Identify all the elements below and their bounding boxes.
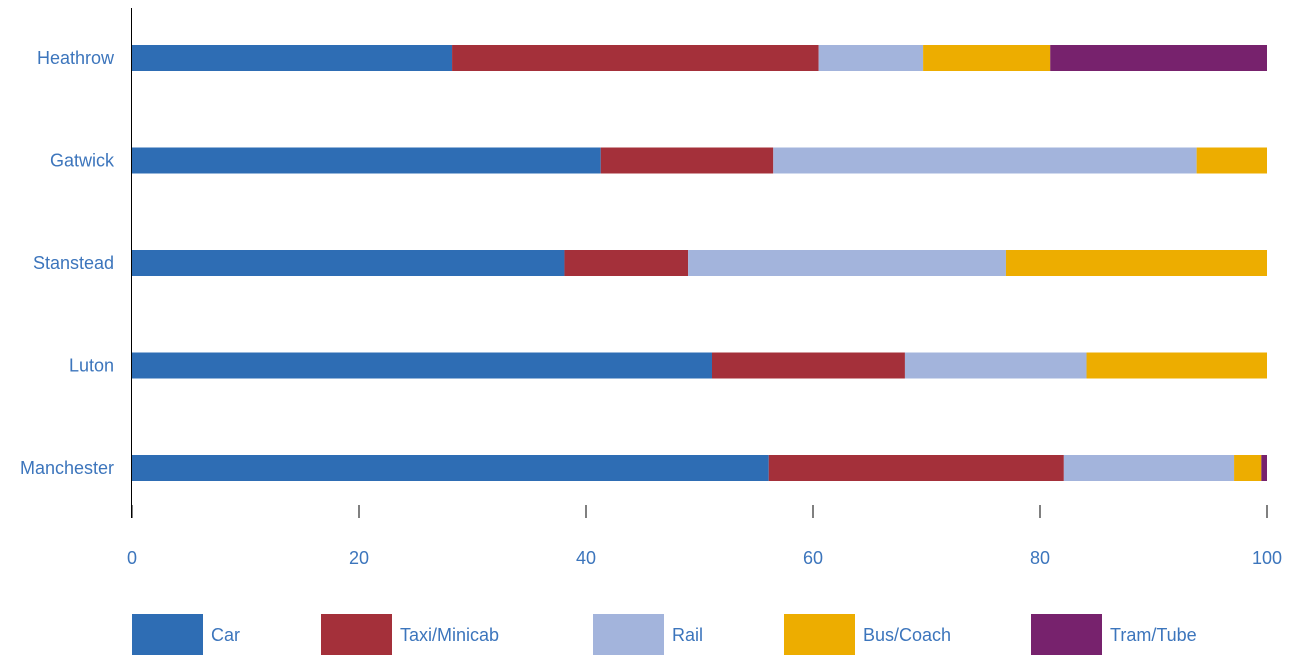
bar-heathrow-car [132,45,453,71]
x-tick-label-20: 20 [349,548,369,568]
legend-swatch-tram-tube [1031,614,1102,655]
bars-group [132,45,1267,481]
bar-manchester-taxi-minicab [768,455,1064,481]
legend-swatch-bus-coach [784,614,855,655]
category-label-manchester: Manchester [20,458,114,478]
legend-swatch-rail [593,614,664,655]
legend-swatch-taxi-minicab [321,614,392,655]
legend-label-tram-tube: Tram/Tube [1110,625,1197,645]
bar-gatwick-bus-coach [1196,147,1267,174]
category-label-luton: Luton [69,356,114,376]
bar-heathrow-tram-tube [1050,45,1267,71]
bar-manchester-tram-tube [1261,455,1267,481]
legend-label-car: Car [211,625,240,645]
bar-heathrow-bus-coach [923,45,1051,71]
category-label-heathrow: Heathrow [37,48,115,68]
x-tick-label-100: 100 [1252,548,1282,568]
bar-luton-bus-coach [1086,352,1267,379]
category-label-gatwick: Gatwick [50,151,115,171]
bar-luton-taxi-minicab [711,352,905,379]
bar-stanstead-car [132,250,565,276]
legend-label-bus-coach: Bus/Coach [863,625,951,645]
legend: Car Taxi/Minicab Rail Bus/Coach Tram/Tube [132,614,1197,655]
category-labels: Heathrow Gatwick Stanstead Luton Manchester [20,48,115,478]
x-tick-label-40: 40 [576,548,596,568]
bar-manchester-rail [1063,455,1235,481]
bar-stanstead-bus-coach [1005,250,1267,276]
bar-stanstead-rail [688,250,1006,276]
x-tick-label-0: 0 [127,548,137,568]
bar-manchester-car [132,455,769,481]
category-label-stanstead: Stanstead [33,253,114,273]
bar-manchester-bus-coach [1234,455,1262,481]
bar-luton-car [132,352,712,379]
x-axis-ticks: 0 20 40 60 80 100 [127,505,1282,568]
bar-heathrow-rail [818,45,924,71]
bar-stanstead-taxi-minicab [564,250,689,276]
x-tick-label-60: 60 [803,548,823,568]
x-tick-label-80: 80 [1030,548,1050,568]
bar-luton-rail [904,352,1087,379]
bar-heathrow-taxi-minicab [452,45,819,71]
bar-gatwick-car [132,147,601,174]
bar-gatwick-rail [773,147,1197,174]
legend-label-rail: Rail [672,625,703,645]
legend-label-taxi-minicab: Taxi/Minicab [400,625,499,645]
bar-gatwick-taxi-minicab [600,147,774,174]
legend-swatch-car [132,614,203,655]
